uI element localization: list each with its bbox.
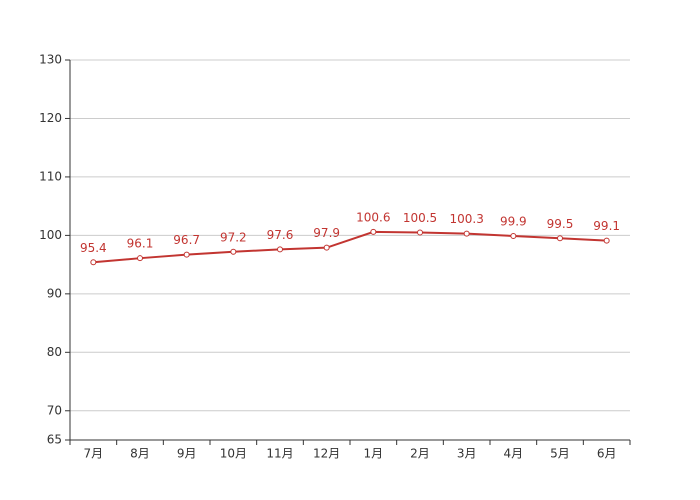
x-tick-label: 3月 [457, 447, 477, 461]
value-label: 96.1 [127, 237, 154, 251]
x-tick-label: 12月 [313, 447, 340, 461]
value-label: 100.6 [356, 210, 390, 224]
point [370, 228, 377, 235]
point [510, 232, 517, 239]
y-tick-label: 70 [47, 403, 62, 417]
value-label: 99.9 [500, 214, 527, 228]
x-tick-label: 10月 [220, 447, 247, 461]
value-label: 99.5 [547, 217, 574, 231]
point [90, 259, 97, 266]
point [557, 235, 563, 242]
x-tick-label: 1月 [364, 447, 384, 461]
value-label: 95.4 [80, 241, 107, 255]
y-tick-label: 130 [39, 53, 62, 67]
point [463, 230, 470, 237]
value-label: 97.9 [313, 226, 340, 240]
value-label: 99.1 [593, 219, 620, 233]
y-tick-label: 110 [39, 169, 62, 183]
point [603, 237, 610, 244]
point [323, 244, 330, 251]
value-label: 100.5 [403, 211, 437, 225]
y-tick-label: 80 [47, 345, 62, 359]
x-tick-label: 7月 [84, 447, 104, 461]
y-tick-label: 100 [39, 228, 62, 242]
y-tick-label: 65 [47, 433, 62, 447]
value-label: 97.2 [220, 230, 247, 244]
point [230, 248, 237, 255]
value-label: 96.7 [173, 233, 200, 247]
x-tick-label: 4月 [504, 447, 524, 461]
x-tick-label: 11月 [266, 447, 293, 461]
point [277, 246, 283, 253]
y-tick-label: 90 [47, 286, 62, 300]
line [93, 230, 607, 264]
value-label: 100.3 [449, 212, 483, 226]
point [417, 229, 423, 236]
x-tick-label: 2月 [410, 447, 430, 461]
x-tick-label: 6月 [597, 447, 617, 461]
x-tick-label: 5月 [550, 447, 570, 461]
point [183, 251, 190, 258]
value-label: 97.6 [267, 228, 294, 242]
x-tick-label: 9月 [177, 447, 197, 461]
point [137, 255, 143, 262]
x-tick-label: 8月 [130, 447, 150, 461]
y-tick-label: 120 [39, 111, 62, 125]
